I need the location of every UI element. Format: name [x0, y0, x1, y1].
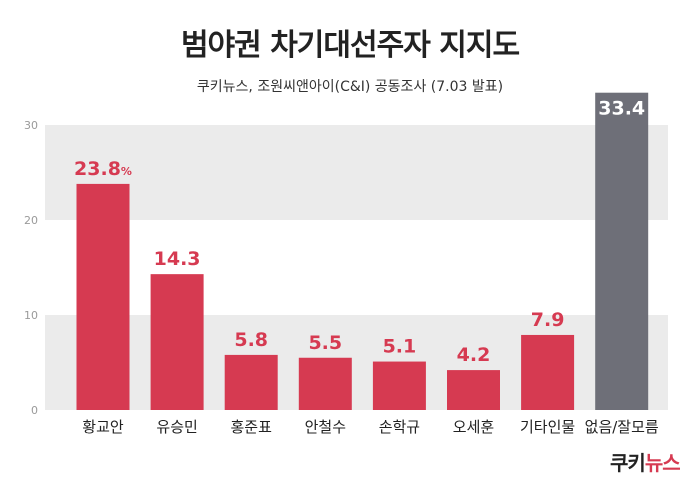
bar [298, 357, 352, 410]
value-unit: % [121, 165, 132, 178]
bar [372, 361, 426, 410]
brand-logo: 쿠키뉴스 [610, 447, 681, 476]
value-label: 33.4 [598, 98, 645, 120]
category-label: 오세훈 [453, 418, 494, 436]
category-label: 홍준표 [230, 418, 272, 436]
bar [224, 354, 278, 410]
bars [76, 92, 649, 410]
bar [447, 370, 500, 410]
bar [76, 183, 130, 410]
y-tick-label: 10 [24, 309, 38, 322]
logo-part2: 뉴스 [644, 451, 681, 475]
category-label: 유승민 [156, 418, 197, 436]
category-label: 없음/잘모름 [585, 418, 659, 436]
chart-subtitle: 쿠키뉴스, 조원씨앤아이(C&I) 공동조사 (7.03 발표) [196, 79, 504, 95]
category-label: 황교안 [82, 418, 124, 436]
bar [521, 334, 575, 410]
value-label: 23.8% [74, 158, 132, 180]
value-label: 7.9 [531, 309, 565, 331]
logo-part1: 쿠키 [610, 451, 646, 475]
category-label: 손학규 [379, 418, 420, 436]
value-labels: 23.8% 14.3 5.8 5.5 5.1 4.2 7.9 33.4 [74, 98, 645, 366]
bar [150, 274, 204, 410]
category-labels: 황교안 유승민 홍준표 안철수 손학규 오세훈 기타인물 없음/잘모름 [82, 418, 659, 436]
chart-title: 범야권 차기대선주자 지지도 [180, 28, 520, 63]
value-label: 5.1 [383, 336, 417, 358]
y-axis-ticks: 0 10 20 30 [24, 119, 38, 417]
y-tick-label: 0 [31, 404, 38, 417]
y-tick-label: 20 [24, 214, 38, 227]
value-label: 14.3 [154, 248, 201, 270]
grid-band [45, 315, 668, 410]
value-label: 5.8 [234, 329, 268, 351]
background-bands [45, 125, 668, 410]
category-label: 안철수 [305, 418, 346, 436]
grid-band [45, 125, 668, 220]
value-label: 4.2 [457, 344, 491, 366]
y-tick-label: 30 [24, 119, 38, 132]
bar [595, 92, 649, 410]
category-label: 기타인물 [520, 418, 575, 436]
value-label: 5.5 [308, 332, 342, 354]
